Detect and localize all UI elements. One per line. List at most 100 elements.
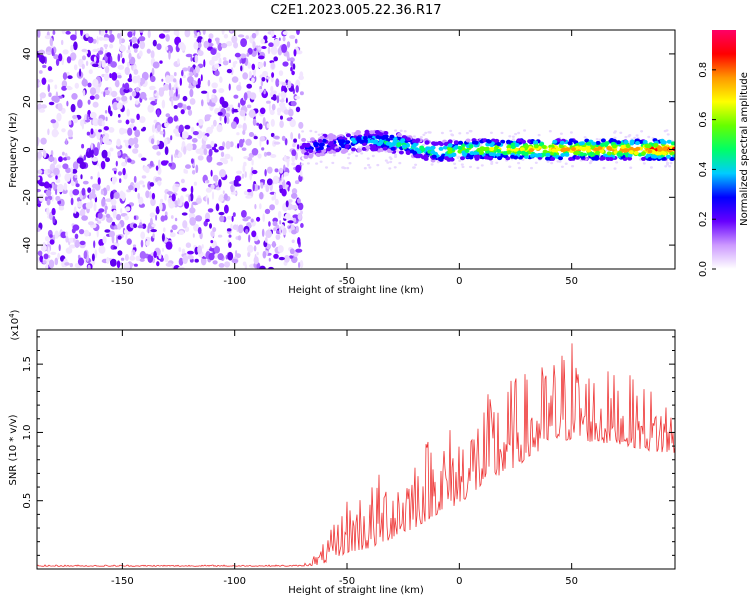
spectrogram-noise-point bbox=[192, 131, 199, 136]
spectrogram-signal-point bbox=[633, 151, 639, 155]
spectrogram-noise-point bbox=[156, 124, 161, 132]
spectrogram-noise-point bbox=[215, 181, 218, 186]
spectrogram-noise-point bbox=[218, 196, 224, 202]
spectrogram-noise-point bbox=[282, 61, 289, 67]
spectrogram-faint-point bbox=[419, 136, 423, 139]
spectrogram-faint-point bbox=[665, 129, 669, 132]
spectrogram-signal-point bbox=[386, 148, 392, 153]
spectrogram-noise-point bbox=[103, 126, 110, 131]
spectrogram-noise-point bbox=[268, 103, 271, 112]
spectrogram-noise-point bbox=[300, 223, 304, 228]
spectrogram-noise-point bbox=[259, 179, 266, 183]
spectrogram-noise-point bbox=[268, 257, 271, 262]
spectrogram-noise-point bbox=[38, 108, 46, 113]
spectrogram-noise-point bbox=[98, 30, 101, 35]
spectrogram-noise-point bbox=[116, 138, 121, 147]
spectrogram-signal-point bbox=[483, 155, 489, 160]
spectrogram-noise-point bbox=[211, 82, 218, 89]
spectrogram-noise-point bbox=[58, 205, 65, 211]
spectrogram-noise-point bbox=[201, 99, 204, 107]
spectrogram-noise-point bbox=[69, 263, 74, 268]
spectrogram-noise-point bbox=[91, 157, 98, 162]
spectrogram-noise-point bbox=[207, 38, 212, 44]
spectrogram-noise-point bbox=[294, 38, 298, 44]
spectrogram-noise-point bbox=[48, 101, 55, 106]
spectrogram-noise-point bbox=[222, 141, 226, 148]
spectrogram-noise-point bbox=[267, 46, 271, 55]
spectrogram-faint-point bbox=[384, 159, 388, 162]
spectrogram-noise-point bbox=[208, 148, 213, 157]
spectrogram-noise-point bbox=[283, 172, 289, 177]
spectrogram-noise-point bbox=[299, 260, 304, 269]
spectrogram-noise-point bbox=[260, 181, 264, 189]
spectrogram-signal-point bbox=[451, 152, 457, 157]
spectrogram-faint-point bbox=[366, 157, 370, 160]
spectrogram-noise-point bbox=[103, 44, 109, 48]
spectrogram-faint-point bbox=[571, 165, 574, 168]
spectrogram-noise-point bbox=[284, 255, 290, 263]
spectrogram-noise-point bbox=[291, 149, 297, 157]
spectrogram-noise-point bbox=[101, 59, 106, 68]
spectrogram-signal-point bbox=[607, 146, 613, 151]
spectrogram-signal-point bbox=[497, 156, 503, 161]
spectrogram-noise-point bbox=[285, 200, 289, 208]
spectrogram-noise-point bbox=[111, 176, 118, 183]
spectrogram-noise-point bbox=[175, 88, 178, 97]
spectrogram-signal-point bbox=[495, 152, 501, 157]
spectrogram-noise-point bbox=[161, 99, 166, 109]
spectrogram-noise-point bbox=[173, 72, 177, 77]
spectrogram-noise-point bbox=[229, 141, 234, 148]
spectrogram-noise-point bbox=[297, 213, 302, 220]
spectrogram-noise-point bbox=[190, 192, 194, 202]
spectrogram-noise-point bbox=[288, 255, 294, 259]
spectrogram-noise-point bbox=[256, 216, 261, 222]
spectrogram-signal-point bbox=[558, 156, 563, 161]
spectrogram-noise-point bbox=[153, 90, 156, 94]
spectrogram-noise-point bbox=[58, 156, 63, 163]
spectrogram-noise-point bbox=[271, 62, 275, 70]
spectrogram-noise-point bbox=[54, 257, 59, 266]
spectrogram-faint-point bbox=[461, 165, 465, 169]
x-tick-label: -150 bbox=[111, 576, 134, 587]
spectrogram-noise-point bbox=[74, 233, 79, 239]
spectrogram-noise-point bbox=[101, 149, 108, 159]
spectrogram-signal-point bbox=[318, 146, 324, 151]
spectrogram-signal-point bbox=[591, 141, 597, 146]
spectrogram-faint-point bbox=[314, 130, 318, 134]
spectrogram-noise-point bbox=[64, 262, 70, 266]
spectrogram-noise-point bbox=[187, 255, 194, 260]
y-tick-label: 20 bbox=[22, 95, 33, 108]
spectrogram-noise-point bbox=[237, 34, 245, 38]
spectrogram-noise-point bbox=[140, 80, 143, 86]
spectrogram-noise-point bbox=[105, 198, 112, 202]
spectrogram-noise-point bbox=[215, 203, 220, 212]
spectrogram-faint-point bbox=[629, 166, 633, 169]
spectrogram-noise-point bbox=[218, 263, 225, 268]
spectrogram-noise-point bbox=[119, 178, 122, 184]
spectrogram-noise-point bbox=[298, 121, 304, 129]
spectrogram-faint-point bbox=[602, 166, 606, 170]
spectrogram-noise-point bbox=[191, 170, 196, 175]
spectrogram-noise-point bbox=[107, 55, 111, 65]
spectrogram-noise-point bbox=[184, 201, 190, 209]
spectrogram-noise-point bbox=[260, 80, 264, 87]
spectrogram-signal-point bbox=[345, 133, 351, 138]
spectrogram-signal-point bbox=[362, 136, 368, 140]
spectrogram-noise-point bbox=[229, 104, 234, 108]
spectrogram-noise-point bbox=[109, 30, 113, 36]
spectrogram-noise-point bbox=[232, 108, 239, 113]
spectrogram-faint-point bbox=[514, 132, 518, 136]
spectrogram-noise-point bbox=[203, 59, 206, 68]
spectrogram-noise-point bbox=[218, 211, 225, 216]
spectrogram-noise-point bbox=[257, 46, 262, 50]
spectrogram-noise-point bbox=[40, 137, 47, 145]
spectrogram-noise-point bbox=[185, 53, 193, 58]
spectrogram-noise-point bbox=[53, 184, 58, 192]
spectrogram-noise-point bbox=[224, 204, 229, 214]
spectrogram-noise-point bbox=[96, 133, 101, 140]
spectrogram-noise-point bbox=[194, 54, 199, 64]
spectrogram-noise-point bbox=[175, 149, 179, 156]
spectrogram-noise-point bbox=[190, 126, 195, 133]
spectrogram-faint-point bbox=[360, 152, 364, 155]
spectrogram-noise-point bbox=[76, 157, 84, 164]
